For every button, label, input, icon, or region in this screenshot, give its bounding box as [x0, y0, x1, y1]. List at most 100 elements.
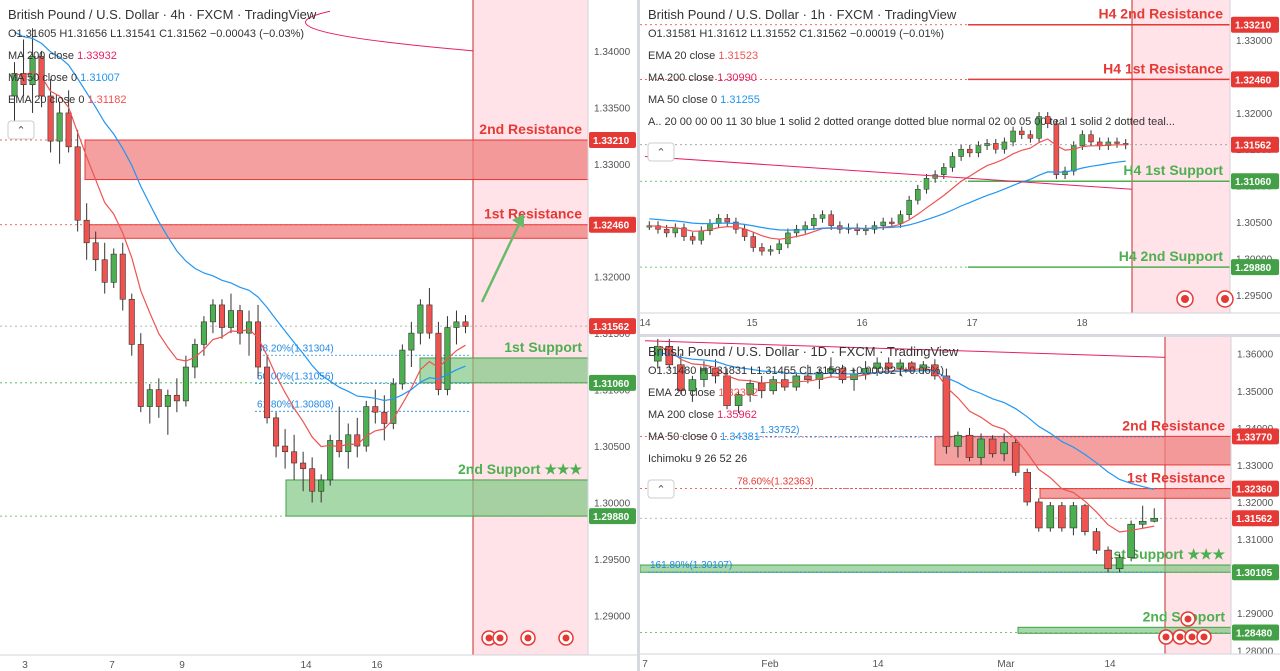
- y-tick-label: 1.29500: [594, 555, 631, 566]
- candle-body: [802, 225, 808, 230]
- indicator-value: 1.33932: [77, 50, 117, 62]
- chart-title: British Pound / U.S. Dollar · 1D · FXCM …: [648, 344, 959, 359]
- price-axis-bg: [1231, 337, 1280, 671]
- candle-body: [975, 145, 982, 154]
- zone-label-1st-support: 1st Support: [504, 339, 582, 355]
- price-tag-label: 1.31060: [593, 379, 630, 390]
- indicator-label: MA 200 close: [8, 50, 77, 62]
- candle-body: [101, 259, 108, 283]
- price-tag-label: 1.31562: [1235, 141, 1272, 152]
- candle-body: [408, 332, 415, 351]
- y-tick-label: 1.34000: [594, 47, 631, 58]
- fib-label: 50.00%(1.31056): [257, 371, 334, 382]
- y-tick-label: 1.30500: [1236, 218, 1273, 229]
- candle-body: [372, 406, 379, 413]
- candle-body: [804, 375, 812, 380]
- candle-body: [757, 383, 766, 392]
- candle-body: [453, 321, 460, 328]
- indicator-value: 1.31255: [720, 94, 760, 106]
- candle-body: [724, 218, 731, 223]
- indicator-legend-0: EMA 20 close 1.31523: [648, 50, 758, 62]
- price-tag-label: 1.31562: [1236, 514, 1273, 525]
- y-tick-label: 1.32000: [594, 273, 631, 284]
- y-tick-label: 1.36000: [1237, 350, 1274, 361]
- candle-body: [949, 156, 956, 168]
- y-tick-label: 1.32000: [1237, 498, 1274, 509]
- candle-body: [399, 349, 406, 385]
- indicator-label: MA 50 close 0: [648, 431, 720, 443]
- zone-2nd-support: [285, 479, 589, 517]
- price-tag-label: 1.32460: [1235, 75, 1272, 86]
- indicator-legend-0: MA 200 close 1.33932: [8, 50, 117, 62]
- candle-body: [1044, 116, 1051, 124]
- y-tick-label: 1.31500: [594, 329, 631, 340]
- candle-body: [954, 434, 962, 447]
- price-tag-label: 1.33770: [1236, 432, 1273, 443]
- ma-line: [14, 31, 466, 402]
- y-tick-label: 1.32000: [1236, 109, 1273, 120]
- candle-body: [711, 368, 720, 377]
- candle-body: [965, 434, 974, 458]
- chart-gbpusd-1h[interactable]: H4 2nd Resistance H4 1st Resistance H4 1st…: [640, 0, 1280, 334]
- x-tick-label: 7: [642, 659, 648, 670]
- candle-body: [896, 362, 904, 369]
- indicator-legend-1: MA 200 close 1.35962: [648, 409, 757, 421]
- indicator-legend-0: EMA 20 close 1.32302: [648, 387, 758, 399]
- indicator-label: A.. 20 00 00 00 11 30 blue 1 solid 2 dot…: [648, 116, 1175, 128]
- chart-gbpusd-1d[interactable]: 2nd Resistance 1st Resistance 1st Support …: [640, 337, 1280, 671]
- legend-collapse-button[interactable]: [7, 120, 35, 140]
- candle-body: [83, 219, 90, 244]
- candle-body: [381, 411, 388, 424]
- candle-body: [273, 417, 280, 447]
- candle-body: [889, 221, 895, 224]
- candle-body: [746, 383, 754, 395]
- candle-body: [137, 344, 144, 407]
- price-tag: [589, 508, 636, 525]
- candle-body: [417, 304, 424, 334]
- indicator-legend-1: MA 50 close 0 1.31007: [8, 72, 120, 84]
- chevron-up-icon: ⌃: [656, 484, 665, 496]
- candle-body: [1088, 134, 1094, 143]
- pane-divider-horizontal[interactable]: [640, 334, 1280, 337]
- candle-body: [1150, 518, 1158, 522]
- candle-body: [1069, 505, 1078, 529]
- candle-body: [327, 440, 334, 481]
- candle-body: [734, 394, 743, 406]
- price-tag: [1231, 71, 1279, 88]
- indicator-value: 1.34381: [720, 431, 760, 443]
- candle-body: [861, 368, 870, 375]
- candle-body: [246, 321, 253, 334]
- candle-body: [227, 310, 234, 328]
- pane-divider-vertical[interactable]: [637, 0, 640, 671]
- candle-body: [767, 249, 774, 252]
- price-tag-label: 1.28480: [1236, 628, 1273, 639]
- ma-line: [649, 160, 1126, 231]
- candle-body: [655, 225, 661, 230]
- indicator-value: 1.32302: [718, 387, 758, 399]
- candle-body: [942, 375, 951, 447]
- chart-gbpusd-4h[interactable]: 2nd Resistance 1st Resistance 1st Support 2…: [0, 0, 637, 671]
- candle-body: [1046, 505, 1055, 529]
- candle-body: [880, 221, 886, 226]
- candle-body: [164, 394, 171, 407]
- indicator-value: 1.31007: [80, 72, 120, 84]
- ema-line: [649, 138, 1126, 240]
- zone-label-2nd-resistance: 2nd Resistance: [1122, 417, 1225, 433]
- price-tag: [1231, 136, 1279, 153]
- candle-body: [173, 394, 180, 402]
- y-tick-label: 1.31000: [1237, 535, 1274, 546]
- candle-body: [318, 479, 325, 492]
- legend-collapse-button[interactable]: [647, 479, 675, 499]
- price-tag: [1231, 259, 1279, 276]
- candle-body: [155, 389, 162, 407]
- price-tag: [589, 216, 636, 233]
- candle-body: [1070, 145, 1077, 172]
- indicator-label: Ichimoku 9 26 52 26: [648, 453, 747, 465]
- candle-body: [236, 310, 244, 334]
- ma200-line: [644, 156, 1133, 190]
- legend-collapse-button[interactable]: [647, 142, 675, 162]
- y-tick-label: 1.29500: [1236, 291, 1273, 302]
- candle-body: [819, 214, 826, 219]
- price-tag: [1231, 16, 1279, 33]
